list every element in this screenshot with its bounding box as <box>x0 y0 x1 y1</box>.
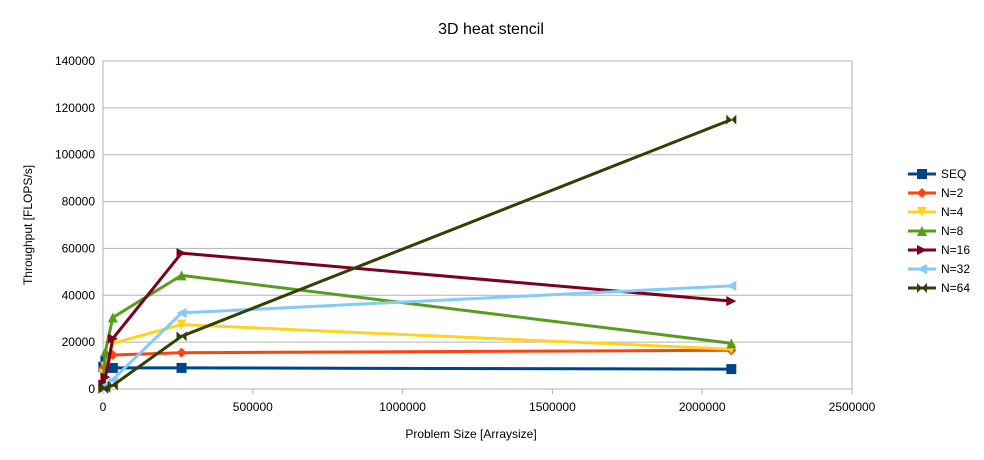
legend-label-seq: SEQ <box>941 167 966 181</box>
data-point-seq <box>726 364 737 375</box>
y-tick-label: 120000 <box>55 101 95 115</box>
y-tick-label: 60000 <box>62 241 96 255</box>
y-tick-label: 20000 <box>62 335 96 349</box>
legend-label-n2: N=2 <box>941 186 964 200</box>
data-point-n8 <box>107 312 118 323</box>
series-n64 <box>98 114 737 394</box>
data-point-seq <box>176 362 187 373</box>
data-point-n16 <box>726 296 737 307</box>
legend-marker-n32 <box>917 264 927 274</box>
x-tick-label: 0 <box>100 400 107 414</box>
legend-marker-n64 <box>917 283 927 293</box>
data-point-n8 <box>726 338 737 349</box>
legend-label-n4: N=4 <box>941 205 964 219</box>
data-point-n8 <box>100 346 111 357</box>
legend-marker-n8 <box>917 226 927 236</box>
legend-item-n16: N=16 <box>908 243 970 257</box>
data-point-n16 <box>176 248 187 259</box>
y-tick-label: 40000 <box>62 288 96 302</box>
y-tick-label: 80000 <box>62 195 96 209</box>
legend-item-n4: N=4 <box>908 205 964 219</box>
legend-label-n64: N=64 <box>941 281 970 295</box>
x-tick-label: 1000000 <box>379 400 426 414</box>
legend-item-seq: SEQ <box>908 167 966 181</box>
data-point-n64 <box>176 331 187 342</box>
data-point-n16 <box>107 333 118 344</box>
legend: SEQ N=2 N=4 N=8 N=16 N=32 N=64 <box>908 167 970 295</box>
data-point-n64 <box>107 380 118 391</box>
legend-marker-n16 <box>917 245 927 255</box>
legend-item-n2: N=2 <box>908 186 964 200</box>
y-tick-label: 0 <box>88 382 95 396</box>
legend-label-n32: N=32 <box>941 262 970 276</box>
x-axis-label: Problem Size [Arraysize] <box>405 427 536 441</box>
data-point-n16 <box>100 372 111 383</box>
legend-marker-n2 <box>917 188 927 198</box>
data-point-n2 <box>176 347 187 358</box>
legend-item-n32: N=32 <box>908 262 970 276</box>
data-point-seq <box>107 362 118 373</box>
legend-label-n16: N=16 <box>941 243 970 257</box>
y-axis-label: Throughput [FLOPS/s] <box>21 165 35 285</box>
x-tick-label: 2500000 <box>829 400 876 414</box>
legend-item-n64: N=64 <box>908 281 970 295</box>
legend-marker-seq <box>917 169 927 179</box>
y-tick-label: 140000 <box>55 54 95 68</box>
chart-title: 3D heat stencil <box>438 21 544 38</box>
data-point-n64 <box>726 114 737 125</box>
legend-item-n8: N=8 <box>908 224 964 238</box>
x-tick-label: 500000 <box>233 400 273 414</box>
data-point-n32 <box>726 280 737 291</box>
plot-area: 0 20000 40000 60000 80000 100000 120000 140000 0… <box>55 54 876 414</box>
data-point-n4 <box>176 319 187 330</box>
legend-marker-n4 <box>917 207 927 217</box>
data-point-n32 <box>176 307 187 318</box>
legend-label-n8: N=8 <box>941 224 964 238</box>
data-point-n8 <box>176 270 187 281</box>
x-tick-label: 2000000 <box>679 400 726 414</box>
x-tick-label: 1500000 <box>529 400 576 414</box>
y-tick-label: 100000 <box>55 148 95 162</box>
